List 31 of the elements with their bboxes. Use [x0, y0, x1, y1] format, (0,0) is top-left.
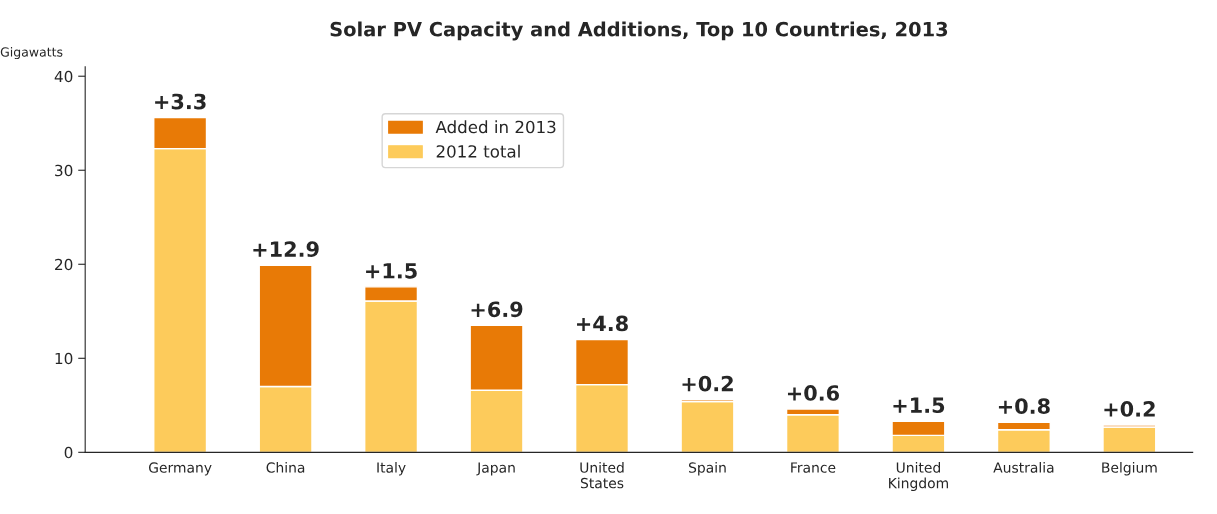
x-tick-label: Spain — [689, 462, 726, 476]
y-tick-label: 40 — [54, 70, 73, 83]
data-label: +1.5 — [893, 397, 945, 414]
x-tick-label: United Kingdom — [889, 462, 948, 492]
data-label: +0.8 — [998, 398, 1050, 415]
data-label: +6.9 — [471, 301, 523, 318]
x-tick-label: United States — [580, 462, 624, 489]
legend-label: 2012 total — [436, 144, 520, 158]
data-label: +0.2 — [1104, 401, 1155, 417]
legend-label: Added in 2013 — [435, 120, 556, 134]
x-tick-label: Italy — [377, 462, 406, 476]
bar — [680, 400, 735, 453]
y-tick-label: 20 — [55, 258, 73, 271]
x-tick-label: France — [791, 462, 836, 473]
data-label: +0.6 — [787, 385, 840, 401]
x-tick-label: Belgium — [1102, 462, 1157, 476]
chart-title: Solar PV Capacity and Additions, Top 10 Countries, 2013 — [330, 21, 948, 41]
x-tick-label: Australia — [993, 462, 1054, 473]
y-tick-label: 0 — [64, 446, 73, 459]
y-axis-title: Gigawatts — [0, 47, 63, 60]
x-tick-label: China — [266, 462, 305, 473]
data-label: +0.2 — [682, 375, 733, 392]
data-label: +1.5 — [366, 263, 417, 279]
data-label: +4.8 — [577, 315, 628, 332]
y-tick-label: 10 — [55, 352, 73, 365]
y-tick-label: 30 — [55, 164, 73, 177]
x-tick-label: Germany — [148, 462, 212, 476]
data-label: +12.9 — [253, 241, 319, 258]
x-tick-label: Japan — [476, 462, 515, 476]
data-label: +3.3 — [155, 93, 206, 110]
bar — [1102, 426, 1157, 453]
